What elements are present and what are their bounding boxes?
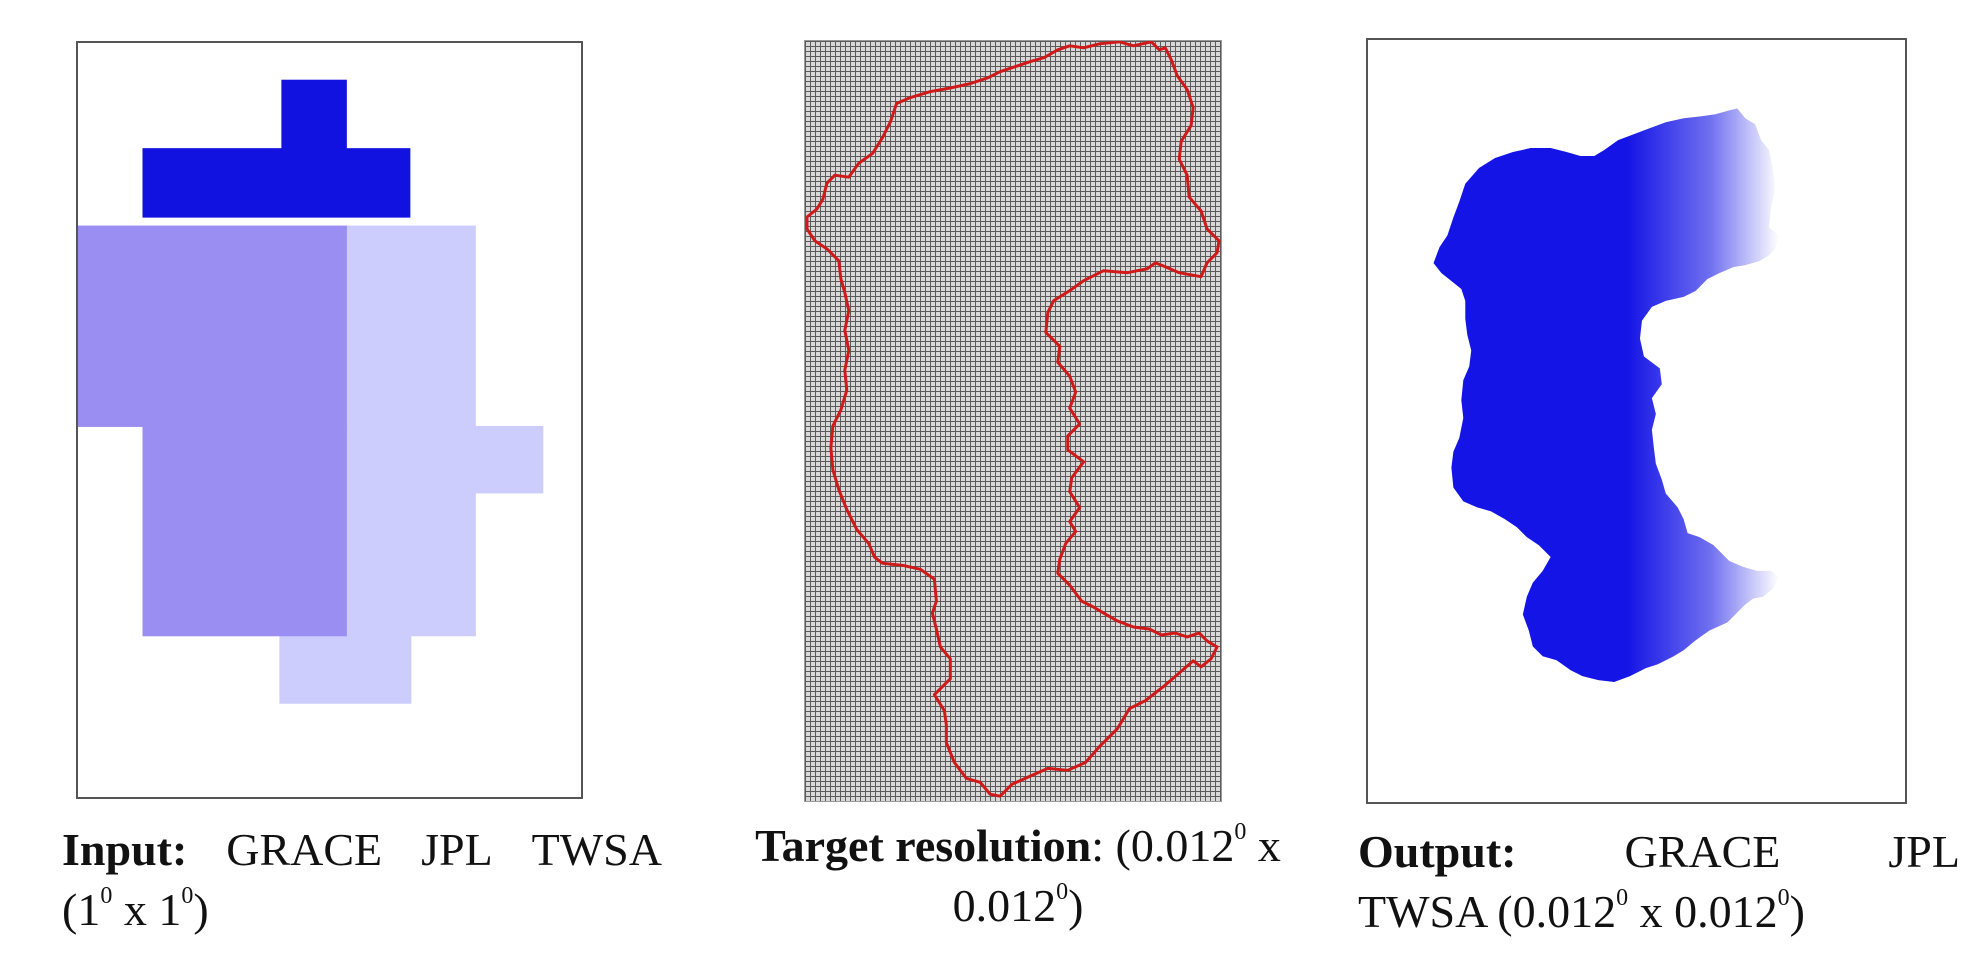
output-grid-panel xyxy=(1366,38,1907,804)
output-res-close: ) xyxy=(1789,886,1805,937)
target-grid-svg xyxy=(805,41,1221,798)
input-cell-medium-main xyxy=(142,424,347,637)
output-caption-word-jpl: JPL xyxy=(1888,826,1960,877)
input-caption-line2: (10 x 10) xyxy=(62,880,672,940)
target-res-times: x xyxy=(1246,820,1281,871)
output-caption-line1: Output: GRACE JPL xyxy=(1358,822,1960,882)
input-caption-line1: Input: GRACE JPL TWSA xyxy=(62,820,662,880)
input-cell-top-small xyxy=(281,79,347,150)
input-cell-light-bottom xyxy=(279,634,412,704)
input-caption-word-grace: GRACE xyxy=(226,824,383,875)
input-grid-panel xyxy=(76,41,583,799)
input-res-deg2: 0 xyxy=(181,882,194,909)
input-cell-medium-left xyxy=(78,225,347,427)
output-res-deg2: 0 xyxy=(1777,884,1790,911)
output-basin-shape xyxy=(1433,108,1779,683)
target-res-close: ) xyxy=(1068,880,1084,931)
input-cell-top-wide xyxy=(142,148,411,218)
target-grid-panel xyxy=(804,40,1222,802)
input-caption-word-jpl: JPL xyxy=(421,824,493,875)
output-caption: Output: GRACE JPL TWSA (0.0120 x 0.0120) xyxy=(1358,822,1968,942)
input-cell-light-ear xyxy=(473,425,544,494)
input-res-close: ) xyxy=(193,884,209,935)
input-res-open: (1 xyxy=(62,884,101,935)
input-res-deg1: 0 xyxy=(100,882,113,909)
output-res-deg1: 0 xyxy=(1616,884,1629,911)
output-basin-svg xyxy=(1433,108,1779,683)
target-caption-label: Target resolution xyxy=(755,820,1092,871)
input-caption-word-twsa: TWSA xyxy=(531,824,662,875)
input-cell-light-right xyxy=(344,225,476,637)
target-caption: Target resolution: (0.0120 x 0.0120) xyxy=(708,816,1328,936)
target-res-value2: 0.012 xyxy=(952,880,1057,931)
input-caption-label: Input: xyxy=(62,824,188,875)
output-res-times: x 0.012 xyxy=(1628,886,1778,937)
target-caption-line1: Target resolution: (0.0120 x xyxy=(708,816,1328,876)
output-caption-word-grace: GRACE xyxy=(1624,826,1781,877)
target-res-open: : (0.012 xyxy=(1091,820,1235,871)
target-res-deg1: 0 xyxy=(1234,818,1247,845)
target-caption-line2: 0.0120) xyxy=(708,876,1328,936)
input-caption: Input: GRACE JPL TWSA (10 x 10) xyxy=(62,820,672,940)
basin-boundary-outline xyxy=(805,41,1221,798)
target-res-deg2: 0 xyxy=(1056,878,1069,905)
output-caption-label: Output: xyxy=(1358,826,1517,877)
output-res-start: TWSA (0.012 xyxy=(1358,886,1617,937)
input-grid-svg xyxy=(78,79,544,704)
input-res-times: x 1 xyxy=(112,884,182,935)
output-caption-line2: TWSA (0.0120 x 0.0120) xyxy=(1358,882,1968,942)
